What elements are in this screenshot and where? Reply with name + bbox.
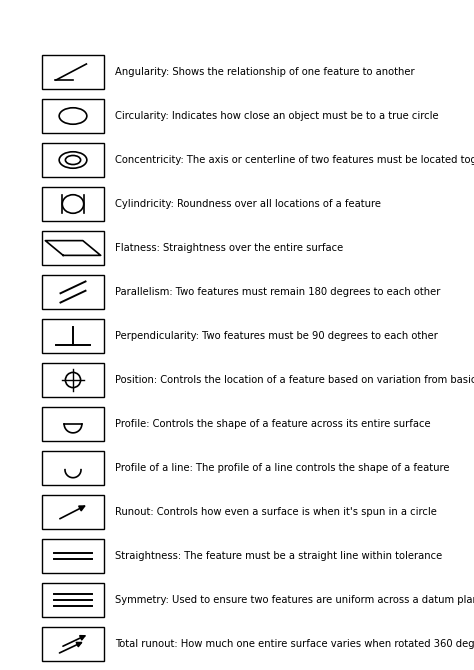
Bar — [42, 539, 104, 573]
Bar — [42, 407, 104, 441]
Bar — [42, 363, 104, 397]
Text: Straightness: The feature must be a straight line within tolerance: Straightness: The feature must be a stra… — [115, 551, 442, 561]
Bar — [42, 187, 104, 221]
Bar — [42, 231, 104, 265]
Text: Concentricity: The axis or centerline of two features must be located together: Concentricity: The axis or centerline of… — [115, 155, 474, 165]
Bar — [42, 99, 104, 133]
Bar — [42, 55, 104, 89]
Bar — [42, 275, 104, 309]
Text: Total runout: How much one entire surface varies when rotated 360 degrees: Total runout: How much one entire surfac… — [115, 639, 474, 649]
Text: Profile of a line: The profile of a line controls the shape of a feature: Profile of a line: The profile of a line… — [115, 463, 449, 473]
Bar — [42, 451, 104, 485]
Text: Circularity: Indicates how close an object must be to a true circle: Circularity: Indicates how close an obje… — [115, 111, 438, 121]
Bar — [42, 143, 104, 177]
Bar — [42, 495, 104, 529]
Text: Position: Controls the location of a feature based on variation from basic dimen: Position: Controls the location of a fea… — [115, 375, 474, 385]
Text: Profile: Controls the shape of a feature across its entire surface: Profile: Controls the shape of a feature… — [115, 419, 430, 429]
Bar — [42, 583, 104, 617]
Text: Cylindricity: Roundness over all locations of a feature: Cylindricity: Roundness over all locatio… — [115, 199, 381, 209]
Bar — [42, 627, 104, 661]
Text: Flatness: Straightness over the entire surface: Flatness: Straightness over the entire s… — [115, 243, 343, 253]
Text: Symmetry: Used to ensure two features are uniform across a datum plane: Symmetry: Used to ensure two features ar… — [115, 595, 474, 605]
Text: Parallelism: Two features must remain 180 degrees to each other: Parallelism: Two features must remain 18… — [115, 287, 440, 297]
Text: Runout: Controls how even a surface is when it's spun in a circle: Runout: Controls how even a surface is w… — [115, 507, 437, 517]
Text: Angularity: Shows the relationship of one feature to another: Angularity: Shows the relationship of on… — [115, 67, 415, 77]
Bar — [42, 319, 104, 353]
Text: Perpendicularity: Two features must be 90 degrees to each other: Perpendicularity: Two features must be 9… — [115, 331, 438, 341]
